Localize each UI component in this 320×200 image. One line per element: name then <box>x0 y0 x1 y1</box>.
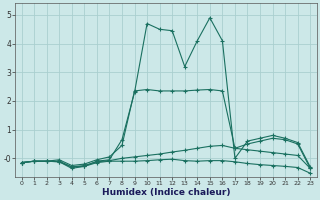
X-axis label: Humidex (Indice chaleur): Humidex (Indice chaleur) <box>102 188 230 197</box>
